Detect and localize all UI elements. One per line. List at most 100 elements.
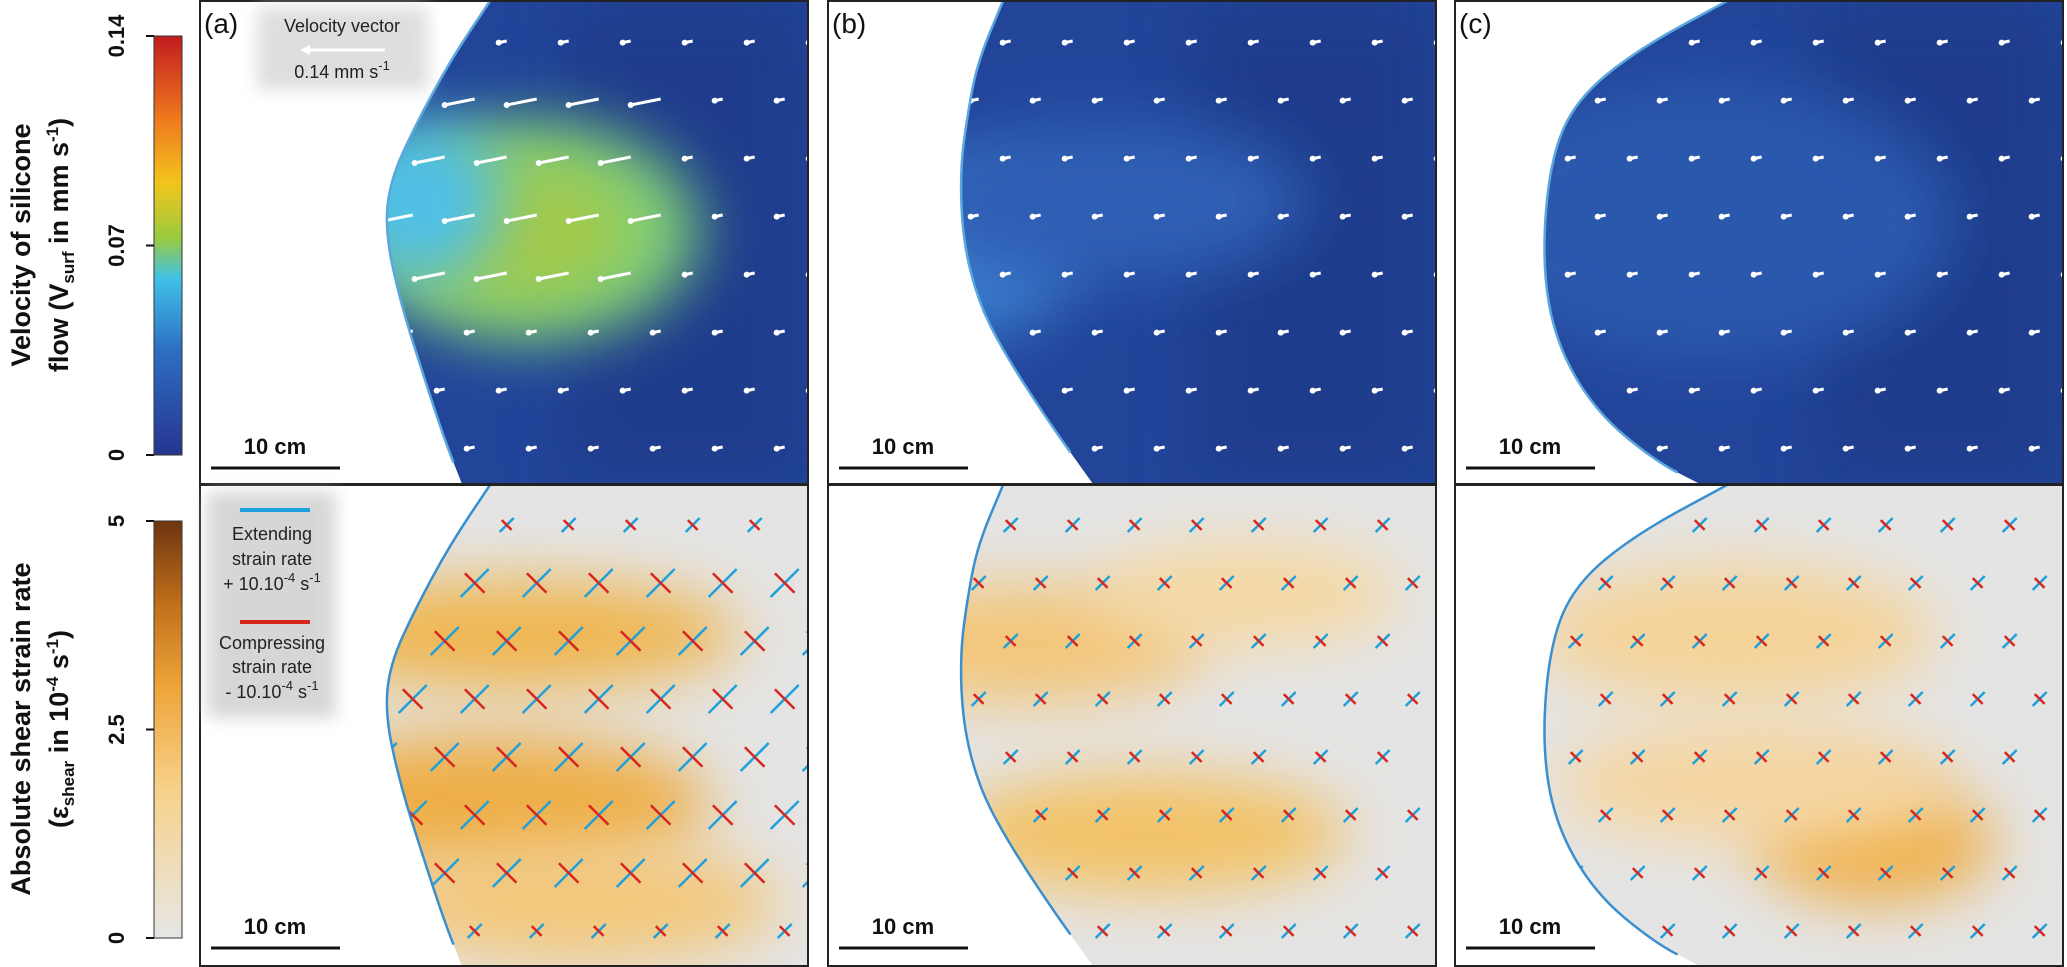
velocity-head bbox=[1564, 271, 1571, 278]
title-part: flow (V bbox=[44, 284, 74, 373]
velocity-head bbox=[495, 39, 502, 46]
velocity-head bbox=[463, 329, 470, 336]
velocity-arrow bbox=[414, 271, 445, 281]
velocity-head bbox=[999, 271, 1006, 278]
velocity-head bbox=[681, 271, 688, 278]
strain-compress bbox=[1344, 577, 1357, 589]
colorbar-tick-label: 0 bbox=[104, 932, 129, 944]
velocity-head bbox=[1966, 445, 1973, 452]
strain-compress bbox=[496, 746, 518, 768]
panel-label: (a) bbox=[204, 8, 238, 39]
velocity-head bbox=[2028, 329, 2035, 336]
strain-compress bbox=[682, 862, 704, 884]
velocity-head bbox=[597, 276, 604, 282]
velocity-head bbox=[1966, 97, 1973, 104]
strain-compress bbox=[1631, 751, 1644, 763]
velocity-head bbox=[1247, 271, 1254, 278]
strain-compress bbox=[1190, 867, 1203, 879]
velocity-head bbox=[773, 329, 780, 336]
velocity-head bbox=[1061, 39, 1068, 46]
strain-compress bbox=[650, 804, 672, 826]
colorbar-tick-label: 5 bbox=[104, 515, 129, 527]
axis-title: Absolute shear strain rate bbox=[6, 562, 36, 895]
map-boundary bbox=[959, 0, 1072, 454]
velocity-head bbox=[1564, 155, 1571, 162]
strain-compress bbox=[1847, 577, 1860, 589]
strain-compress bbox=[1252, 751, 1265, 763]
strain-compress bbox=[1440, 752, 1450, 762]
strain-compress bbox=[1599, 809, 1612, 821]
strain-compress bbox=[1755, 867, 1768, 879]
strain-extend bbox=[810, 518, 824, 532]
velocity-head bbox=[433, 387, 440, 394]
velocity-arrow bbox=[476, 155, 507, 165]
strain-compress bbox=[712, 688, 734, 710]
strain-compress bbox=[1440, 636, 1450, 646]
velocity-head bbox=[773, 445, 780, 452]
strain-compress bbox=[806, 862, 808, 884]
scale-label: 10 cm bbox=[872, 914, 934, 939]
velocity-arrow bbox=[1437, 157, 1445, 159]
velocity-head bbox=[1718, 97, 1725, 104]
velocity-head bbox=[1688, 271, 1695, 278]
velocity-head bbox=[1371, 155, 1378, 162]
velocity-head bbox=[1780, 97, 1787, 104]
strain-compress bbox=[1909, 925, 1922, 937]
strain-compress bbox=[1220, 809, 1233, 821]
velocity-head bbox=[773, 213, 780, 220]
legend-part: 0.14 mm s bbox=[294, 62, 378, 82]
velocity-arrow bbox=[809, 41, 817, 43]
strain-compress bbox=[774, 688, 796, 710]
strain-compress bbox=[1599, 577, 1612, 589]
colorbar-tick-label: 2.5 bbox=[104, 714, 129, 745]
strain-compress bbox=[2033, 809, 2046, 821]
strain-compress bbox=[1817, 867, 1830, 879]
velocity-head bbox=[1750, 39, 1757, 46]
velocity-head bbox=[1123, 271, 1130, 278]
strain-compress bbox=[1569, 635, 1582, 647]
velocity-head bbox=[2028, 97, 2035, 104]
strain-compress bbox=[1158, 809, 1171, 821]
strain-compress bbox=[2033, 577, 2046, 589]
velocity-head bbox=[649, 445, 656, 452]
velocity-head bbox=[1339, 97, 1346, 104]
velocity-head bbox=[1185, 39, 1192, 46]
strain-compress bbox=[1344, 693, 1357, 705]
strain-compress bbox=[1661, 925, 1674, 937]
velocity-head bbox=[1750, 387, 1757, 394]
strain-compress bbox=[496, 862, 518, 884]
strain-compress bbox=[744, 630, 766, 652]
velocity-head bbox=[1936, 155, 1943, 162]
velocity-head bbox=[1812, 387, 1819, 394]
strain-compress bbox=[1693, 751, 1706, 763]
strain-compress bbox=[1314, 635, 1327, 647]
velocity-head bbox=[1812, 155, 1819, 162]
map-boundary bbox=[385, 0, 492, 463]
strain-compress bbox=[1693, 635, 1706, 647]
strain-compress bbox=[1817, 519, 1830, 531]
velocity-head bbox=[1091, 213, 1098, 220]
velocity-head bbox=[1656, 329, 1663, 336]
strain-compress bbox=[592, 925, 605, 937]
velocity-head bbox=[535, 276, 542, 282]
velocity-legend: Velocity vector 0.14 mm s-1 bbox=[257, 7, 428, 90]
velocity-head bbox=[1966, 213, 1973, 220]
map-boundary bbox=[1543, 483, 1728, 956]
velocity-head bbox=[1936, 271, 1943, 278]
strain-compress bbox=[1158, 693, 1171, 705]
strain-compress bbox=[1376, 867, 1389, 879]
strain-compress bbox=[1066, 751, 1079, 763]
strain-compress bbox=[686, 519, 699, 531]
velocity-head bbox=[1842, 97, 1849, 104]
velocity-head bbox=[1371, 387, 1378, 394]
velocity-head bbox=[1401, 97, 1408, 104]
strain-compress bbox=[1941, 751, 1954, 763]
velocity-head bbox=[525, 445, 532, 452]
legend-label: Extending bbox=[232, 524, 312, 544]
strain-compress bbox=[1004, 519, 1017, 531]
velocity-head bbox=[1594, 213, 1601, 220]
strain-compress bbox=[1406, 925, 1419, 937]
title-part: in mm s bbox=[44, 142, 74, 252]
velocity-arrow bbox=[506, 97, 537, 107]
strain-compress bbox=[1314, 867, 1327, 879]
